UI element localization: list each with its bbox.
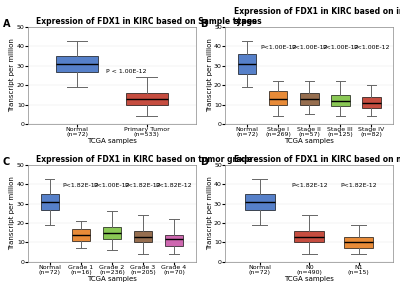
PathPatch shape	[238, 54, 256, 74]
Text: C: C	[3, 157, 10, 167]
PathPatch shape	[294, 231, 324, 242]
Text: P<1.82E-12: P<1.82E-12	[156, 183, 192, 188]
X-axis label: TCGA samples: TCGA samples	[87, 138, 137, 144]
Text: P<1.82E-12: P<1.82E-12	[291, 183, 328, 188]
Text: P < 1.00E-12: P < 1.00E-12	[106, 68, 146, 74]
PathPatch shape	[126, 93, 168, 105]
Text: P<1.00E-12: P<1.00E-12	[260, 45, 296, 50]
PathPatch shape	[134, 231, 152, 242]
X-axis label: TCGA samples: TCGA samples	[284, 276, 334, 282]
PathPatch shape	[362, 97, 381, 108]
Text: B: B	[200, 19, 208, 29]
Text: P<1.00E-12: P<1.00E-12	[353, 45, 390, 50]
Text: Expression of FDX1 in KIRC based on nodal metastasis status: Expression of FDX1 in KIRC based on noda…	[234, 155, 400, 164]
Y-axis label: Transcript per million: Transcript per million	[9, 38, 15, 112]
Y-axis label: Transcript per million: Transcript per million	[206, 177, 212, 250]
Text: D: D	[200, 157, 208, 167]
Text: P<1.82E-12: P<1.82E-12	[125, 183, 161, 188]
X-axis label: TCGA samples: TCGA samples	[284, 138, 334, 144]
Y-axis label: Transcript per million: Transcript per million	[9, 177, 15, 250]
PathPatch shape	[72, 229, 90, 240]
PathPatch shape	[300, 93, 318, 105]
X-axis label: TCGA samples: TCGA samples	[87, 276, 137, 282]
Text: P<1.00E-12: P<1.00E-12	[291, 45, 328, 50]
PathPatch shape	[245, 194, 275, 210]
Text: P<1.00E-12: P<1.00E-12	[322, 45, 358, 50]
Text: P<1.82E-12: P<1.82E-12	[340, 183, 377, 188]
Text: Expression of FDX1 in KIRC based on Sample types: Expression of FDX1 in KIRC based on Samp…	[36, 17, 257, 26]
PathPatch shape	[40, 194, 59, 210]
Text: Expression of FDX1 in KIRC based on individual cancer
stages: Expression of FDX1 in KIRC based on indi…	[234, 7, 400, 26]
PathPatch shape	[344, 237, 373, 248]
Text: P<1.00E-12: P<1.00E-12	[94, 183, 130, 188]
PathPatch shape	[56, 56, 98, 72]
PathPatch shape	[165, 235, 183, 246]
Text: P<1.82E-12: P<1.82E-12	[62, 183, 99, 188]
Text: A: A	[3, 19, 10, 29]
PathPatch shape	[331, 95, 350, 106]
Text: Expression of FDX1 in KIRC based on tumor grade: Expression of FDX1 in KIRC based on tumo…	[36, 155, 253, 164]
PathPatch shape	[103, 227, 121, 239]
Y-axis label: Transcript per million: Transcript per million	[206, 38, 212, 112]
PathPatch shape	[269, 91, 288, 105]
